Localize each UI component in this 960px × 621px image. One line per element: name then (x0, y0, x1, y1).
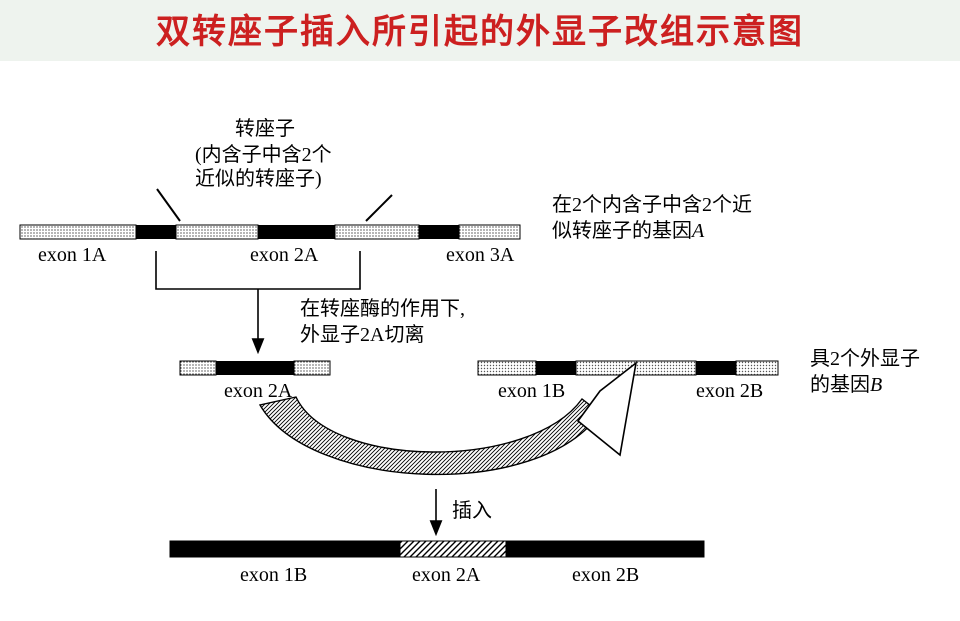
transposon-sub2: 近似的转座子) (195, 167, 322, 192)
excised-exon2a (180, 361, 330, 375)
final-exon2a: exon 2A (412, 563, 480, 588)
enzyme-desc2: 外显子2A切离 (300, 323, 424, 348)
gene-b-desc2: 的基因B (810, 373, 882, 398)
transfer-arrow (260, 363, 636, 474)
gene-b-desc1: 具2个外显子 (810, 347, 920, 372)
diagram-canvas: 转座子 (内含子中含2个 近似的转座子) exon 1A exon 2A exo… (0, 61, 960, 621)
insert-label: 插入 (452, 499, 492, 524)
label-exon2b: exon 2B (696, 379, 763, 404)
label-exon1b: exon 1B (498, 379, 565, 404)
gene-a (20, 225, 520, 239)
label-exon2a: exon 2A (250, 243, 318, 268)
title-bar: 双转座子插入所引起的外显子改组示意图 (0, 0, 960, 61)
transposon-sub1: (内含子中含2个 (195, 143, 332, 168)
transposon-label: 转座子 (235, 117, 295, 142)
diagram-title: 双转座子插入所引起的外显子改组示意图 (20, 4, 940, 53)
final-gene (170, 541, 704, 557)
label-exon3a: exon 3A (446, 243, 514, 268)
gene-a-desc1: 在2个内含子中含2个近 (552, 193, 752, 218)
label-exon2a-mid: exon 2A (224, 379, 292, 404)
enzyme-desc1: 在转座酶的作用下, (300, 297, 465, 322)
diagram-svg (0, 61, 960, 621)
gene-a-desc2: 似转座子的基因A (552, 219, 704, 244)
label-exon1a: exon 1A (38, 243, 106, 268)
final-exon2b: exon 2B (572, 563, 639, 588)
final-exon1b: exon 1B (240, 563, 307, 588)
